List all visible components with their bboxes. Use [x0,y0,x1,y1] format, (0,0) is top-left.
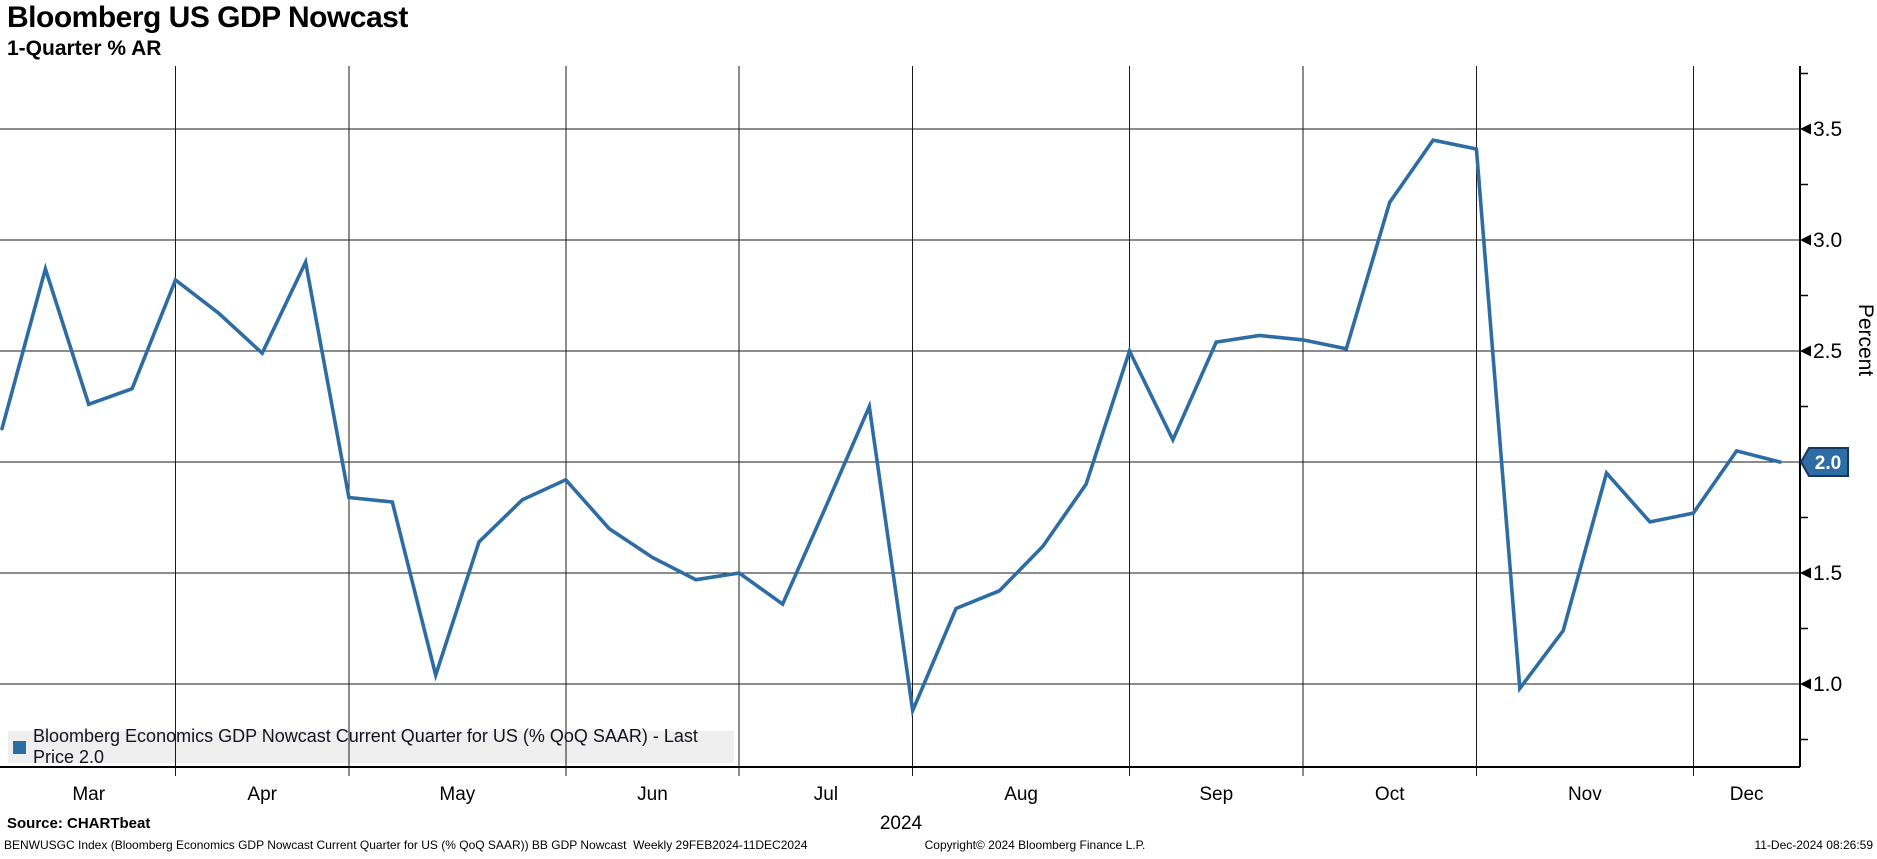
y-axis-title: Percent [1854,304,1877,377]
legend-label: Bloomberg Economics GDP Nowcast Current … [33,726,698,767]
y-tick-label: 3.0 [1813,229,1842,252]
x-month-label: Oct [1375,784,1405,805]
x-month-label: Apr [247,784,277,805]
nowcast-line[interactable] [0,138,1782,718]
legend-series-swatch-icon [13,740,26,754]
legend-strip-background [8,731,734,763]
y-tick-label: 1.5 [1813,562,1842,585]
y-major-tick-arrow-icon [1800,567,1811,579]
y-major-tick-arrow-icon [1800,123,1811,135]
y-tick-label: 3.5 [1813,118,1842,141]
y-major-tick-arrow-icon [1800,678,1811,690]
timestamp: 11-Dec-2024 08:26:59 [1754,838,1873,852]
x-month-label: May [439,784,475,805]
ticker-description: BENWUSGC Index (Bloomberg Economics GDP … [4,838,808,852]
y-tick-label: 1.0 [1813,673,1842,696]
last-price-badge[interactable] [1799,447,1849,477]
last-price-badge-value: 2.0 [1815,453,1841,474]
legend[interactable]: Bloomberg Economics GDP Nowcast Current … [8,726,734,767]
x-month-label: Jul [814,784,838,805]
y-tick-label: 2.5 [1813,340,1842,363]
chart-title: Bloomberg US GDP Nowcast [7,1,408,34]
x-month-label: Jun [637,784,668,805]
x-month-label: Aug [1004,784,1038,805]
source-label: Source: CHARTbeat [7,815,151,832]
x-month-label: Dec [1730,784,1764,805]
x-month-label: Nov [1568,784,1602,805]
copyright-notice: Copyright© 2024 Bloomberg Finance L.P. [924,838,1146,852]
y-major-tick-arrow-icon [1800,345,1811,357]
y-major-tick-arrow-icon [1800,234,1811,246]
chart-subtitle: 1-Quarter % AR [7,37,162,60]
x-month-label: Sep [1199,784,1233,805]
x-month-label: Mar [72,784,105,805]
x-year-label: 2024 [880,813,923,834]
